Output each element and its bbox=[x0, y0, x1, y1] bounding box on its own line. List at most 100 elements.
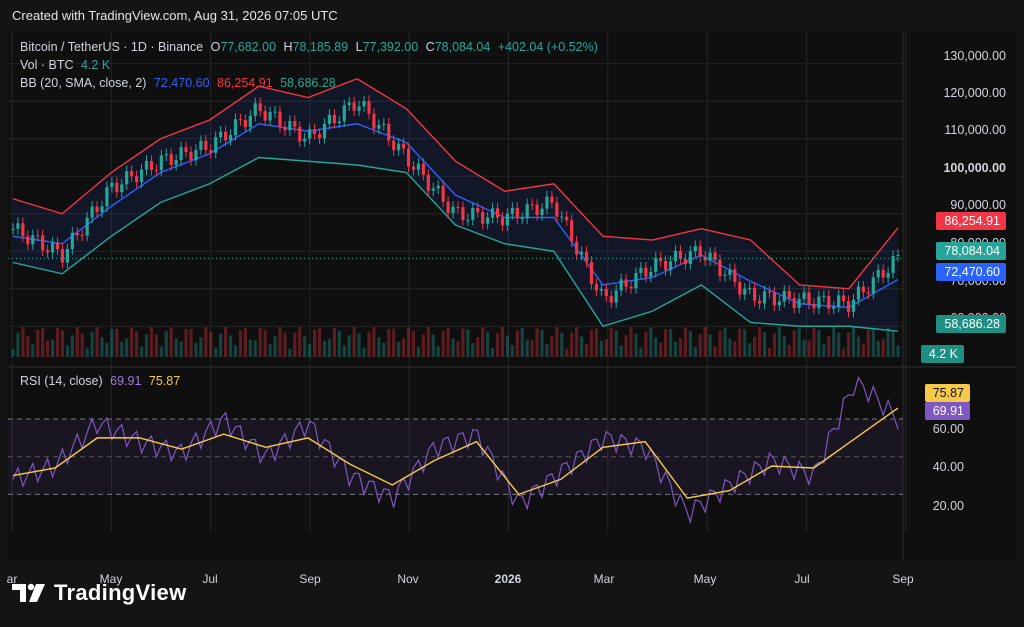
volume-bar bbox=[861, 343, 865, 357]
candle-body bbox=[555, 202, 559, 217]
volume-bar bbox=[228, 335, 233, 357]
candle-body bbox=[204, 140, 208, 151]
candle-body bbox=[308, 129, 312, 139]
volume-bar bbox=[530, 340, 534, 357]
brand-name: TradingView bbox=[54, 580, 187, 605]
rsi-tick: 20.00 bbox=[932, 499, 964, 513]
volume-bar bbox=[832, 327, 836, 357]
candle-body bbox=[757, 300, 762, 304]
candle-body bbox=[95, 206, 99, 212]
candle-body bbox=[866, 292, 870, 294]
volume-bar bbox=[733, 341, 737, 357]
time-label: ar bbox=[6, 572, 18, 586]
volume-bar bbox=[555, 327, 559, 357]
candle-body bbox=[639, 267, 643, 273]
volume-bar bbox=[589, 329, 594, 357]
candle-body bbox=[11, 228, 15, 230]
volume-bar bbox=[243, 327, 247, 357]
rsi-legend: RSI (14, close) 69.91 75.87 bbox=[20, 374, 184, 388]
volume-bar bbox=[31, 344, 35, 357]
candle-body bbox=[832, 306, 836, 309]
candle-body bbox=[451, 206, 455, 213]
candle-body bbox=[584, 252, 589, 262]
volume-bar bbox=[565, 348, 569, 357]
rsi-band-fill bbox=[8, 419, 903, 495]
volume-bar bbox=[322, 340, 327, 357]
volume-bar bbox=[525, 339, 529, 357]
volume-bar bbox=[184, 328, 188, 357]
volume-bar bbox=[822, 344, 826, 357]
candle-body bbox=[728, 269, 732, 275]
volume-bar bbox=[896, 345, 900, 357]
volume-bar bbox=[486, 331, 490, 357]
time-label: 2026 bbox=[494, 572, 522, 586]
candle-body bbox=[115, 182, 119, 193]
volume-bar bbox=[387, 329, 391, 357]
time-label: May bbox=[99, 572, 123, 586]
candle-body bbox=[411, 166, 416, 170]
price-tick: 130,000.00 bbox=[943, 49, 1006, 63]
volume-bar bbox=[55, 327, 60, 357]
low-label: L bbox=[355, 40, 363, 54]
volume-bar bbox=[293, 332, 297, 357]
candle-body bbox=[753, 287, 757, 301]
candle-body bbox=[629, 286, 633, 289]
volume-bar bbox=[654, 337, 658, 357]
volume-bar bbox=[317, 328, 322, 357]
candle-body bbox=[110, 182, 114, 188]
candle-body bbox=[46, 250, 50, 253]
candle-body bbox=[812, 303, 816, 309]
volume-bar bbox=[303, 336, 307, 357]
candle-body bbox=[792, 298, 796, 308]
candle-body bbox=[659, 257, 663, 261]
volume-bar bbox=[194, 342, 198, 357]
time-label: Nov bbox=[397, 572, 419, 586]
volume-bar bbox=[723, 327, 727, 357]
volume-bar bbox=[431, 334, 435, 357]
volume-bar bbox=[426, 327, 430, 357]
rsi-tick: 60.00 bbox=[932, 422, 964, 436]
volume-bar bbox=[164, 331, 168, 357]
volume-bar bbox=[876, 340, 880, 357]
candle-body bbox=[708, 252, 712, 261]
volume-bar bbox=[367, 331, 371, 357]
volume-bar bbox=[46, 340, 50, 357]
volume-bar bbox=[683, 327, 688, 357]
candle-body bbox=[31, 235, 35, 245]
candle-body bbox=[490, 208, 495, 218]
volume-bar bbox=[495, 333, 500, 357]
candle-body bbox=[36, 235, 40, 237]
volume-bar bbox=[500, 327, 505, 357]
volume-bar bbox=[110, 329, 114, 357]
volume-bar bbox=[673, 341, 678, 357]
candle-body bbox=[179, 147, 183, 161]
volume-bar bbox=[540, 329, 544, 357]
volume-bar bbox=[599, 340, 603, 357]
candle-body bbox=[505, 213, 510, 226]
candle-body bbox=[436, 185, 440, 189]
volume-bar bbox=[80, 333, 84, 357]
candle-body bbox=[481, 212, 485, 224]
volume-bar bbox=[738, 328, 742, 357]
chart-frame[interactable]: Bitcoin / TetherUS · 1D · Binance O77,68… bbox=[7, 32, 1016, 586]
rsi-tick: 40.00 bbox=[932, 460, 964, 474]
volume-bar bbox=[570, 332, 574, 357]
volume-bar bbox=[337, 330, 341, 357]
candle-body bbox=[401, 143, 406, 149]
candle-body bbox=[654, 257, 658, 272]
candle-body bbox=[426, 174, 430, 191]
chart-canvas[interactable] bbox=[8, 32, 1016, 560]
volume-bar bbox=[233, 345, 238, 357]
candle-body bbox=[743, 288, 747, 295]
volume-bar bbox=[481, 327, 485, 357]
volume-bar bbox=[649, 327, 653, 357]
volume-bar bbox=[263, 329, 267, 357]
rsi-line bbox=[12, 376, 899, 525]
candle-body bbox=[243, 120, 247, 128]
candle-body bbox=[619, 279, 623, 291]
volume-bar bbox=[75, 327, 79, 357]
candle-body bbox=[322, 123, 327, 139]
price-tick: 90,000.00 bbox=[950, 198, 1006, 212]
candle-body bbox=[772, 292, 776, 306]
volume-bar bbox=[624, 335, 628, 357]
